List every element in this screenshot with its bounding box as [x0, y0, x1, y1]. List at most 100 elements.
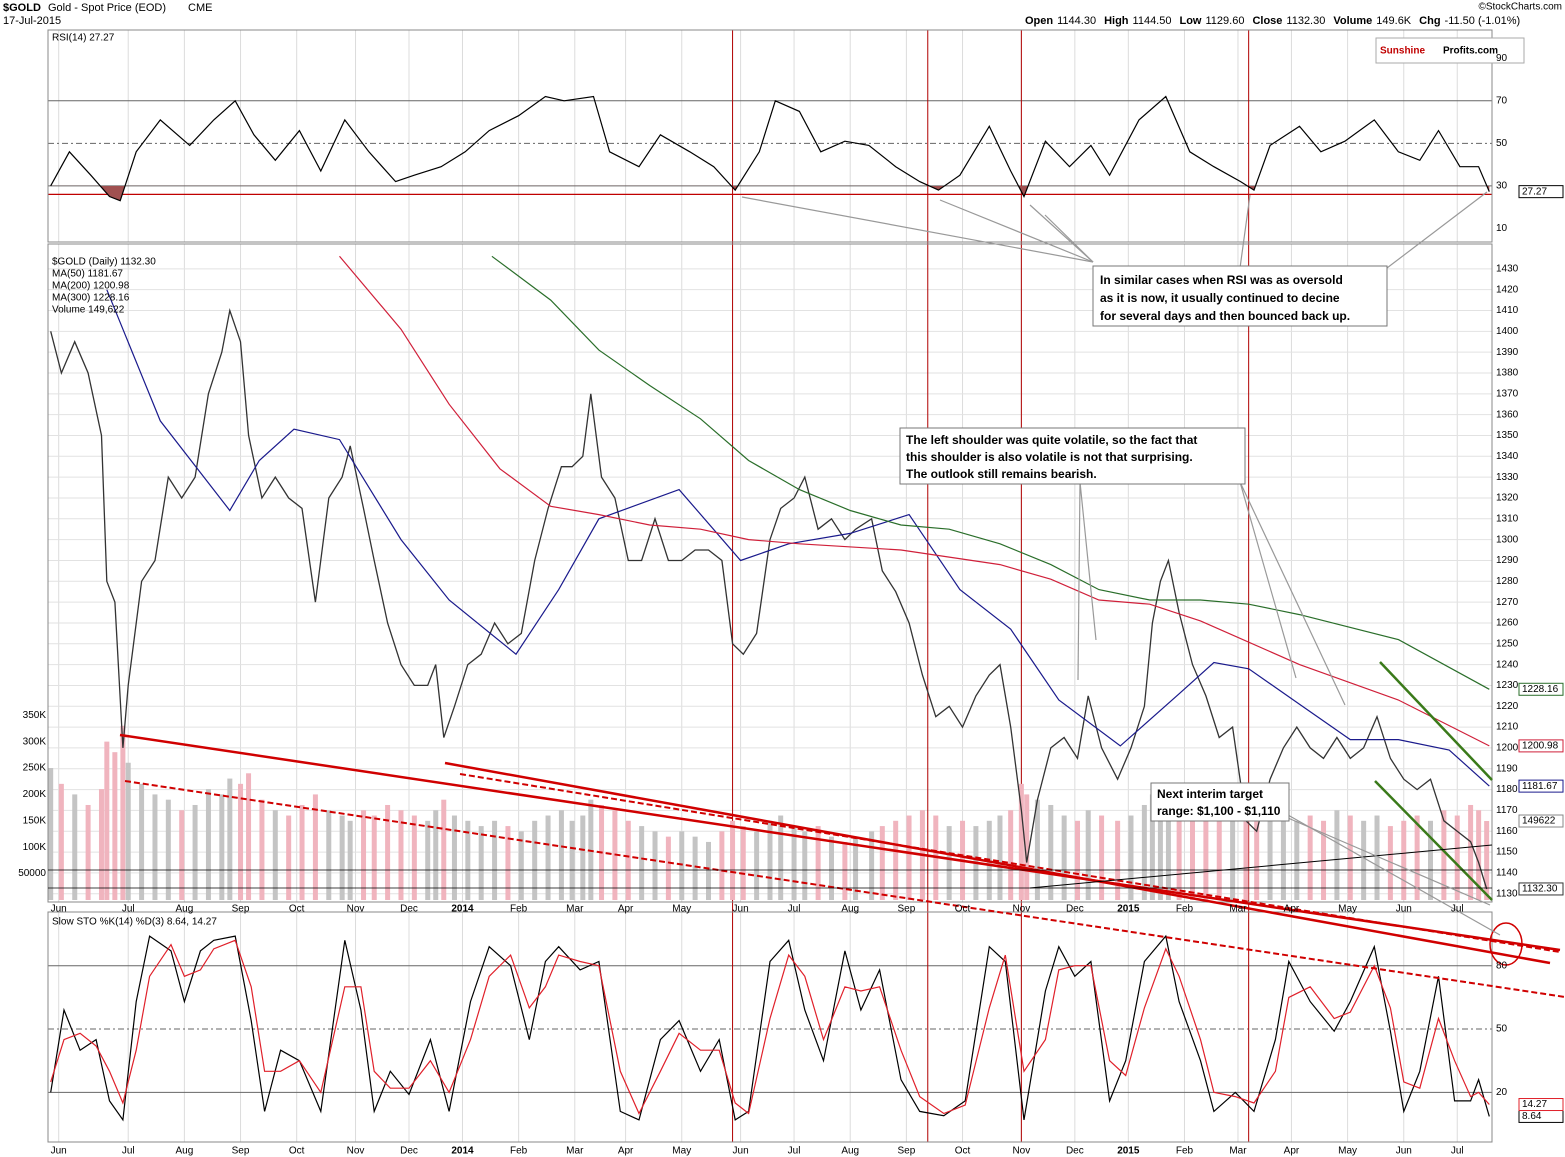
x-tick-label: Nov [347, 904, 365, 915]
volume-bar [299, 804, 305, 900]
x-tick-label: Jun [733, 1146, 749, 1157]
volume-bar [580, 815, 586, 900]
series-line [491, 255, 1490, 690]
volume-bar [125, 762, 131, 900]
rsi-frame [47, 29, 1493, 243]
volume-bar [1099, 815, 1105, 900]
sto-title: Slow STO %K(14) %D(3) 8.64, 14.27 [52, 917, 217, 928]
last-value-label: 1200.98 [1522, 741, 1559, 752]
x-tick-label: Dec [1066, 1146, 1084, 1157]
callout [939, 199, 1094, 263]
volume-bar [1141, 804, 1147, 900]
legend-entry: MA(50) 1181.67 [52, 269, 123, 280]
volume-bar [120, 725, 126, 900]
exchange: CME [188, 2, 212, 14]
volume-bar [465, 820, 471, 900]
volume-bar [893, 820, 899, 900]
volume-bar [347, 820, 353, 900]
annotation-text: The left shoulder was quite volatile, so… [906, 433, 1197, 447]
x-tick-label: Jul [1451, 1146, 1464, 1157]
y-tick-label: 1310 [1496, 513, 1519, 524]
volume-bar [1075, 820, 1081, 900]
volume-bar [1190, 815, 1196, 900]
quote-value: 149.6K [1376, 15, 1412, 27]
x-tick-label: Nov [347, 1146, 365, 1157]
volume-bar [532, 820, 538, 900]
volume-bar [492, 820, 498, 900]
volume-bar [1128, 815, 1134, 900]
last-value-box [1518, 1098, 1564, 1112]
volume-bar [1280, 815, 1286, 900]
volume-bar [946, 826, 952, 900]
volume-bar [1334, 810, 1340, 900]
x-tick-label: Feb [1176, 1146, 1194, 1157]
volume-bar [1307, 815, 1313, 900]
volume-bar [425, 820, 431, 900]
annotation-text: range: $1,100 - $1,110 [1157, 804, 1281, 818]
y-tick-label: 1290 [1496, 555, 1519, 566]
sto-frame [47, 911, 1493, 1143]
y-tick-label: 10 [1496, 223, 1508, 234]
x-tick-label: Aug [175, 1146, 193, 1157]
volume-bar [1157, 799, 1163, 900]
x-tick-label: Jul [1451, 904, 1464, 915]
volume-bar [1018, 783, 1024, 900]
legend-entry: Volume 149,622 [52, 305, 125, 316]
y-tick-label: 1410 [1496, 305, 1519, 316]
y-tick-label: 1220 [1496, 701, 1519, 712]
y-tick-label: 1240 [1496, 659, 1519, 670]
trendlines [48, 661, 1565, 998]
annotation-text: Next interim target [1157, 787, 1263, 801]
volume-bar [730, 820, 736, 900]
volume-bar [1115, 820, 1121, 900]
x-tick-label: Jul [122, 1146, 135, 1157]
quote-label: Volume [1333, 15, 1372, 27]
y-tick-label: 1330 [1496, 472, 1519, 483]
x-tick-label: Aug [175, 904, 193, 915]
callout [1239, 481, 1297, 679]
y-tick-label: 30 [1496, 180, 1508, 191]
y-tick-label: 20 [1496, 1087, 1508, 1098]
x-tick-label: Jun [733, 904, 749, 915]
volume-bar [192, 804, 198, 900]
volume-bar [339, 815, 345, 900]
volume-bar [879, 826, 885, 900]
volume-bar [179, 810, 185, 900]
callouts [741, 191, 1501, 936]
annotations: In similar cases when RSI was as oversol… [899, 265, 1388, 822]
annotation-text: The outlook still remains bearish. [906, 467, 1097, 481]
x-tick-label: Sep [897, 904, 915, 915]
quote: Open 1144.30 High 1144.50 Low 1129.60 Close 113… [1025, 15, 1520, 27]
volume-bar [227, 778, 233, 900]
y-tick-label: 1370 [1496, 388, 1519, 399]
volume-bar [1468, 804, 1474, 900]
y-tick-label: 1350 [1496, 430, 1519, 441]
target-circle [1489, 922, 1523, 966]
volume-tick-label: 150K [23, 815, 47, 826]
volume-bar [906, 815, 912, 900]
volume-bar [312, 794, 318, 900]
volume-bar [48, 768, 54, 900]
series-line [50, 95, 1490, 202]
x-tick-label: Dec [400, 904, 418, 915]
quote-label: Chg [1419, 15, 1440, 27]
volume-bar [371, 815, 377, 900]
volume-bar [139, 783, 145, 900]
last-value-label: 149622 [1522, 816, 1556, 827]
x-tick-label: Apr [1284, 904, 1300, 915]
series-line [50, 939, 1490, 1115]
x-tick-label: Apr [618, 904, 634, 915]
channel-line [1374, 780, 1493, 901]
y-tick-label: 1260 [1496, 618, 1519, 629]
volume-bar [398, 810, 404, 900]
volume-bar [1387, 826, 1393, 900]
volume-bar [1427, 820, 1433, 900]
volume-bar [165, 799, 171, 900]
callout [741, 196, 1094, 263]
x-tick-label: Aug [841, 1146, 859, 1157]
quote-label: Low [1179, 15, 1201, 27]
x-tick-label: Oct [955, 904, 971, 915]
volume-bar [997, 815, 1003, 900]
